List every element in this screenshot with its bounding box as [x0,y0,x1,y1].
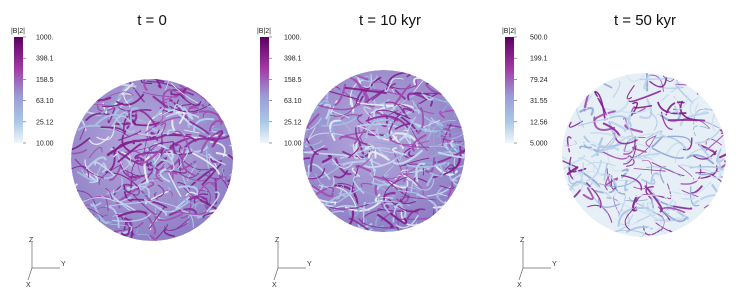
sphere [269,63,487,249]
axis-label-z: Z [520,237,525,244]
axis-label-x: X [517,282,522,289]
colorbar-tick-label: 5.000 [530,141,548,148]
sphere [55,63,264,258]
axis-x [274,268,278,280]
field-line [325,209,331,223]
colorbar-label: |B|2| [502,28,516,35]
colorbar-tick-label: 63.10 [36,98,54,105]
colorbar-tick-label: 1000. [284,35,302,42]
axis-label-z: Z [29,237,34,244]
panel-title: t = 0 [137,12,167,29]
field-line [648,235,661,253]
field-line [228,177,241,187]
panel: t = 0 |B|2| 1000. 398.1 158.5 63.10 25.12 10.00… [11,12,264,289]
axis-x [28,268,32,280]
colorbar-tick-label: 398.1 [36,56,54,63]
field-line [229,179,264,188]
field-line [386,230,421,244]
field-line [206,84,214,101]
colorbar-tick-label: 79.24 [530,77,548,84]
panel: t = 50 kyr |B|2| 500.0 199.1 79.24 31.55 12.56… [502,12,747,289]
axis-x [519,268,523,280]
colorbar-tick-label: 25.12 [36,119,54,126]
colorbar [505,37,514,143]
panel-title: t = 50 kyr [614,12,676,29]
colorbar-tick-label: 158.5 [284,77,302,84]
axis-label-y: Y [61,261,66,268]
panel-title: t = 10 kyr [359,12,421,29]
field-line [722,130,747,143]
colorbar-tick-label: 25.12 [284,119,302,126]
field-line [230,135,256,146]
field-line [669,120,705,121]
colorbar-tick-label: 31.55 [530,98,548,105]
colorbar-tick-label: 199.1 [530,56,548,63]
sphere [542,66,747,252]
colorbar-label: |B|2| [11,28,25,35]
field-line [462,151,486,169]
field-line [58,184,77,198]
colorbar-tick-label: 10.00 [36,141,54,148]
colorbar [260,37,269,143]
colorbar-tick-label: 12.56 [530,119,548,126]
axis-label-x: X [272,282,277,289]
field-line [139,63,163,82]
colorbar-tick-label: 63.10 [284,98,302,105]
colorbar-tick-label: 398.1 [284,56,302,63]
colorbar-tick-label: 158.5 [36,77,54,84]
axis-label-y: Y [307,261,312,268]
colorbar-tick-label: 1000. [36,35,54,42]
axis-label-x: X [26,282,31,289]
axis-label-y: Y [552,261,557,268]
field-line [327,82,333,89]
field-line [720,118,747,131]
field-line [96,76,115,90]
field-line [670,230,694,246]
axis-label-z: Z [275,237,280,244]
colorbar-tick-label: 10.00 [284,141,302,148]
colorbar [14,37,23,143]
colorbar-tick-label: 500.0 [530,35,548,42]
colorbar-label: |B|2| [257,28,271,35]
panel: t = 10 kyr |B|2| 1000. 398.1 158.5 63.10 25.12… [257,12,487,289]
field-line [698,75,706,94]
